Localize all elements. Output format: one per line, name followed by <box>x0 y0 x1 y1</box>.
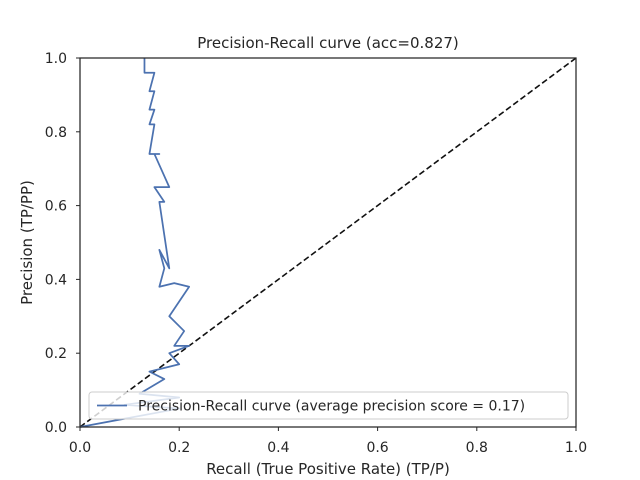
x-axis-label: Recall (True Positive Rate) (TP/P) <box>206 460 450 478</box>
precision-recall-series-line <box>79 58 190 428</box>
legend-entry-label: Precision-Recall curve (average precisio… <box>138 399 525 415</box>
diagonal-reference-line <box>79 57 577 428</box>
x-tick-label: 0.4 <box>267 440 289 456</box>
chart-title: Precision-Recall curve (acc=0.827) <box>197 34 459 52</box>
y-tick-label: 0.0 <box>45 420 67 436</box>
x-axis-ticks: 0.0 0.2 0.4 0.6 0.8 1.0 <box>69 427 587 456</box>
y-tick-label: 1.0 <box>45 51 67 67</box>
plot-area <box>79 57 577 428</box>
y-tick-label: 0.8 <box>45 125 67 141</box>
y-axis-label: Precision (TP/PP) <box>18 180 36 305</box>
y-axis-ticks: 0.0 0.2 0.4 0.6 0.8 1.0 <box>45 51 80 436</box>
x-tick-label: 0.0 <box>69 440 91 456</box>
x-tick-label: 0.6 <box>366 440 388 456</box>
plot-frame <box>79 57 577 428</box>
y-tick-label: 0.4 <box>45 272 67 288</box>
legend: Precision-Recall curve (average precisio… <box>88 391 569 420</box>
x-tick-label: 1.0 <box>565 440 587 456</box>
legend-box <box>88 391 569 420</box>
y-tick-label: 0.2 <box>45 346 67 362</box>
x-tick-label: 0.2 <box>168 440 190 456</box>
y-tick-label: 0.6 <box>45 199 67 215</box>
series-layer <box>79 57 577 428</box>
x-tick-label: 0.8 <box>466 440 488 456</box>
